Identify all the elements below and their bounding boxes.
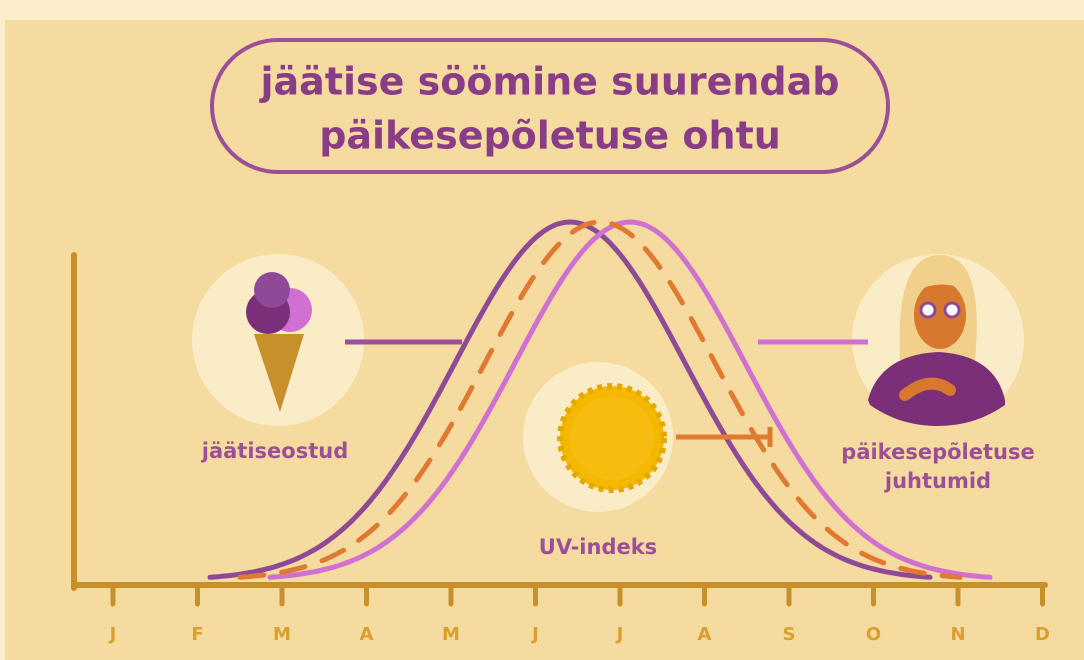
- month-label: M: [442, 624, 460, 645]
- trend-curve: [207, 219, 933, 580]
- month-label: M: [273, 624, 291, 645]
- month-label: D: [1035, 624, 1050, 645]
- label: UV-indeks: [539, 535, 657, 559]
- month-label: J: [530, 624, 539, 645]
- month-label: A: [360, 624, 374, 645]
- month-label: F: [191, 624, 203, 645]
- month-label: N: [950, 624, 965, 645]
- title-pill: [210, 38, 890, 174]
- axes: [71, 252, 1048, 591]
- month-label: J: [615, 624, 624, 645]
- title-line: päikesepõletuse ohtu: [319, 114, 781, 158]
- label: päikesepõletuse: [841, 440, 1034, 464]
- trend-curve: [237, 219, 963, 580]
- sun-icon: [557, 383, 667, 493]
- ice-cream-icon: [246, 272, 312, 412]
- month-label: A: [698, 624, 712, 645]
- person-icon: [868, 255, 1005, 426]
- title-line: jäätise söömine suurendab: [259, 60, 840, 104]
- month-label: S: [783, 624, 796, 645]
- month-label: J: [108, 624, 117, 645]
- label: juhtumid: [884, 469, 991, 493]
- trend-curve: [267, 219, 993, 580]
- month-label: O: [866, 624, 881, 645]
- label: jäätiseostud: [201, 439, 348, 463]
